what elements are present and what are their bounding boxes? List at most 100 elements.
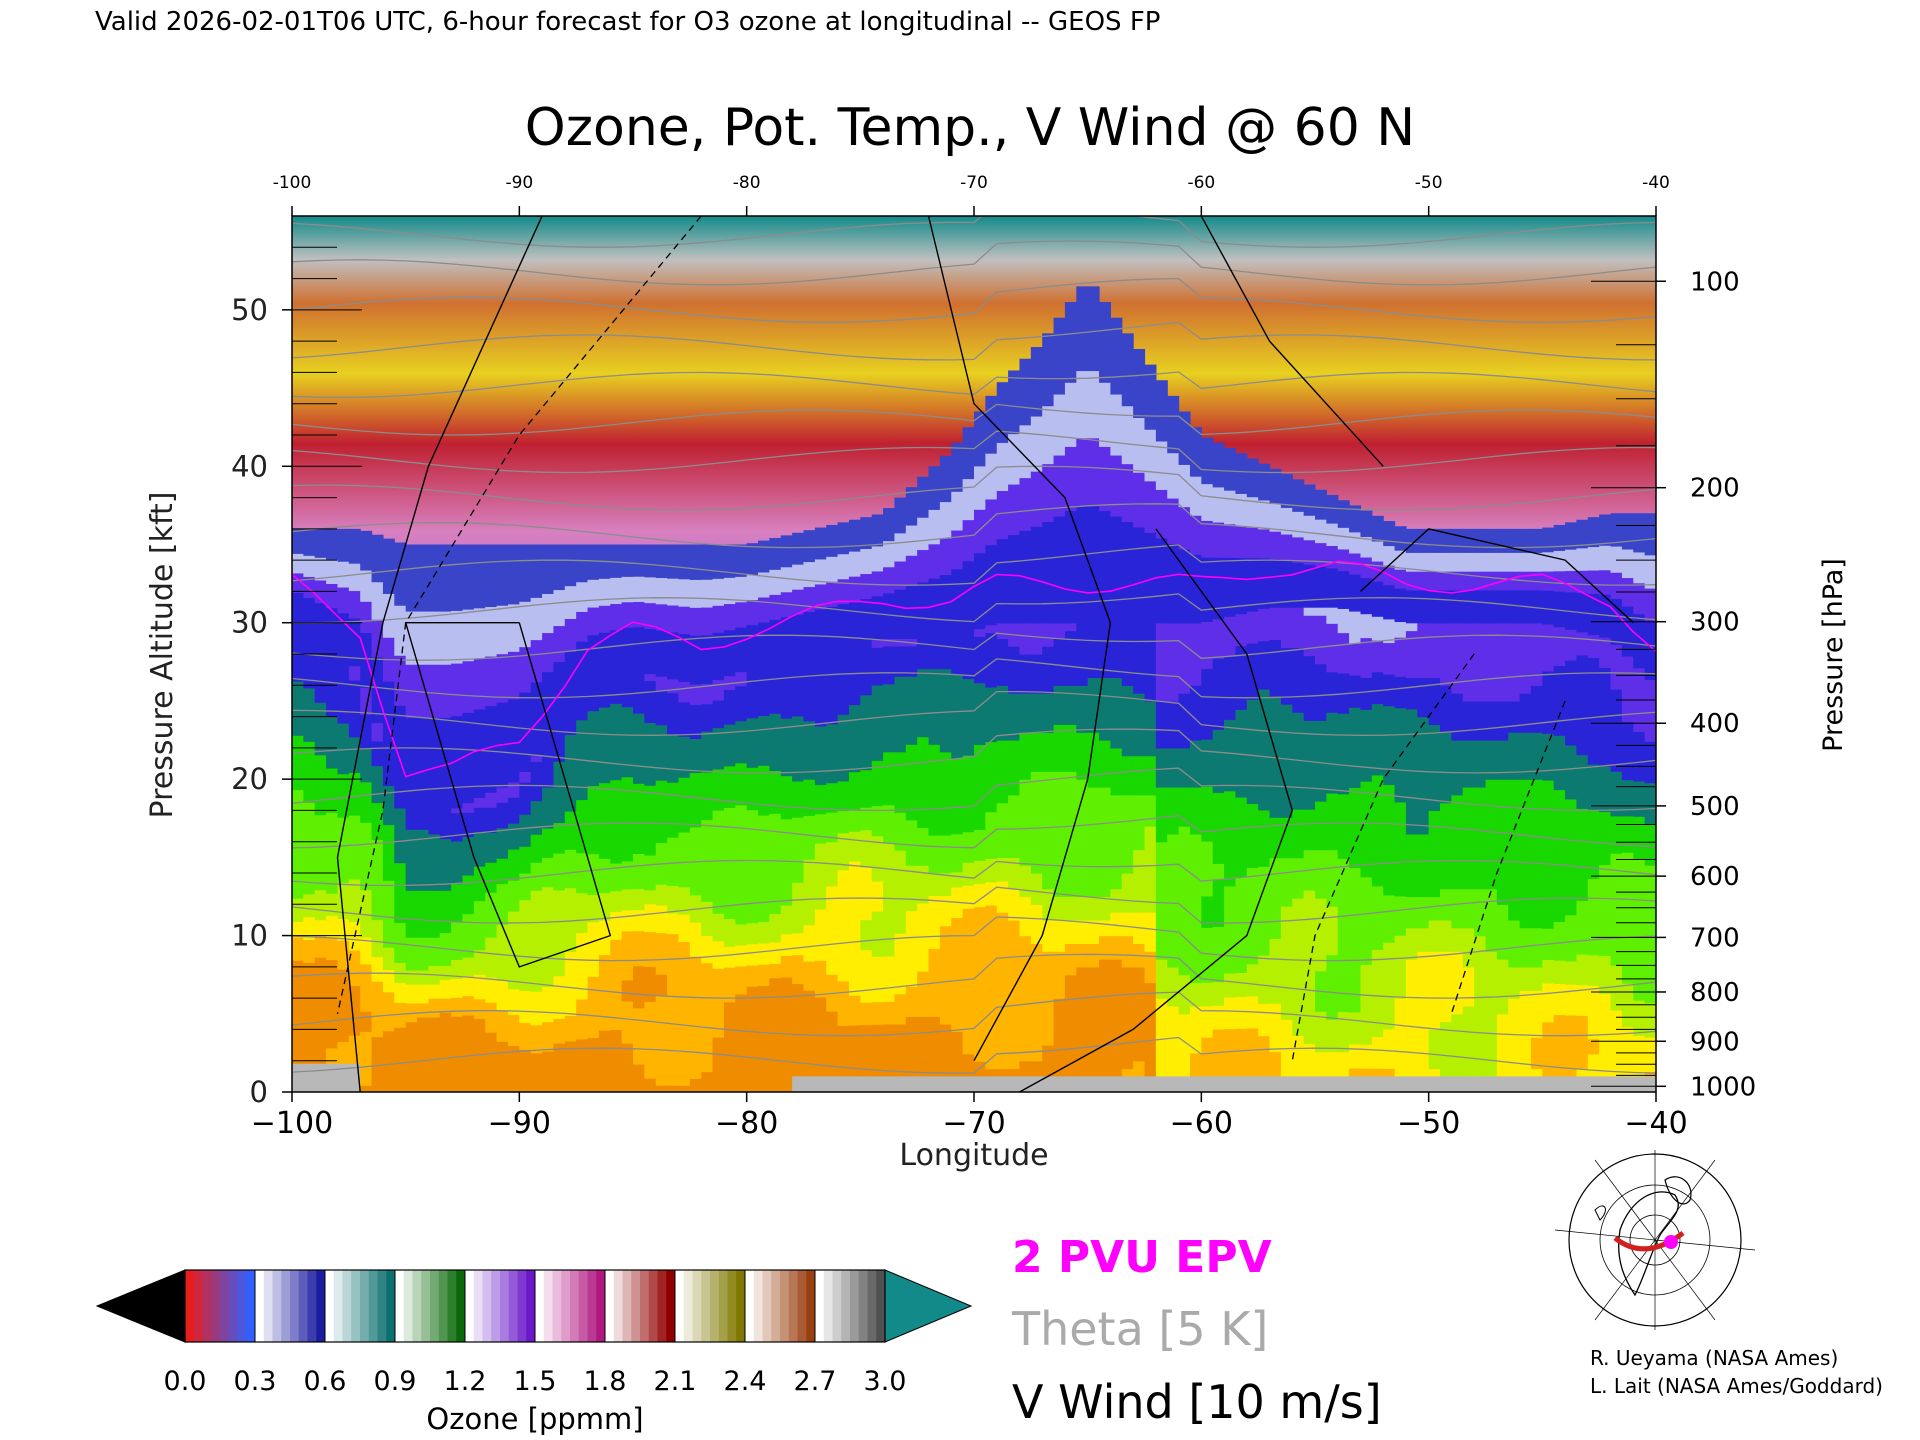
ozone-cell	[462, 807, 475, 813]
ozone-cell	[735, 958, 748, 967]
ozone-cell	[633, 1035, 645, 1044]
ozone-cell	[530, 1002, 543, 1009]
ozone-cell	[667, 1085, 680, 1092]
ozone-cell	[564, 862, 577, 870]
ozone-cell	[1099, 747, 1111, 757]
tropopause-band	[530, 681, 543, 757]
ozone-cell	[360, 687, 373, 695]
ozone-cell	[792, 766, 805, 775]
ozone-cell	[780, 818, 793, 827]
tropopause-band	[746, 543, 759, 576]
ozone-cell	[439, 932, 452, 938]
ozone-cell	[814, 689, 827, 698]
ozone-cell	[1121, 1021, 1134, 1031]
ozone-cell	[292, 828, 304, 837]
ozone-cell	[848, 726, 861, 735]
ozone-cell	[360, 1017, 373, 1026]
tropopause-band	[292, 592, 304, 628]
ozone-cell	[462, 1072, 475, 1079]
tropopause-band	[962, 427, 975, 480]
ozone-cell	[382, 880, 395, 887]
ozone-cell	[996, 927, 1009, 937]
ozone-cell	[928, 668, 941, 677]
ozone-cell	[451, 916, 464, 923]
ozone-cell	[644, 826, 657, 835]
ozone-cell	[758, 942, 770, 951]
ozone-cell	[701, 690, 714, 698]
ozone-cell	[1099, 865, 1111, 874]
ozone-cell	[314, 1047, 327, 1056]
ozone-cell	[689, 1044, 702, 1052]
ozone-cell	[860, 942, 873, 951]
ozone-cell	[814, 733, 827, 742]
ozone-cell	[382, 947, 395, 954]
ozone-cell	[826, 871, 839, 880]
ozone-cell	[917, 1069, 930, 1078]
ozone-cell	[473, 974, 486, 980]
ozone-cell	[1064, 888, 1077, 898]
ozone-cell	[371, 1055, 384, 1062]
ozone-cell	[655, 946, 668, 954]
ozone-cell	[962, 1053, 975, 1062]
ozone-cell	[758, 843, 770, 852]
ozone-cell	[792, 846, 805, 854]
ozone-cell	[780, 732, 793, 741]
ozone-cell	[735, 797, 748, 806]
ozone-cell	[1144, 724, 1157, 733]
ozone-cell	[792, 997, 805, 1006]
ozone-cell	[598, 700, 611, 708]
ozone-cell	[780, 746, 793, 755]
ozone-cell	[1042, 646, 1055, 655]
ozone-cell	[473, 866, 486, 872]
ozone-cell	[1121, 794, 1134, 804]
ozone-cell	[326, 686, 339, 695]
ozone-cell	[860, 739, 873, 748]
ozone-cell	[803, 837, 816, 846]
ozone-cell	[587, 751, 600, 759]
ozone-cell	[462, 937, 475, 944]
ozone-cell	[1121, 630, 1134, 639]
ozone-cell	[553, 1018, 566, 1026]
ozone-cell	[485, 1002, 498, 1008]
tropopause-band	[1076, 505, 1089, 624]
ozone-cell	[633, 874, 645, 883]
ozone-cell	[769, 734, 782, 743]
ozone-cell	[428, 1016, 441, 1023]
ozone-cell	[621, 1021, 634, 1030]
ozone-cell	[894, 933, 907, 942]
ozone-cell	[564, 810, 577, 818]
ozone-cell	[678, 886, 691, 895]
ozone-cell	[848, 875, 861, 884]
ozone-cell	[701, 826, 714, 834]
ozone-cell	[1167, 1068, 1180, 1077]
ozone-cell	[974, 983, 986, 993]
ozone-cell	[1133, 802, 1146, 812]
ozone-cell	[1133, 826, 1146, 835]
ozone-cell	[951, 924, 964, 934]
ozone-cell	[667, 871, 680, 880]
ozone-cell	[689, 799, 702, 807]
ozone-cell	[610, 821, 623, 829]
ozone-cell	[746, 823, 759, 832]
ozone-cell	[553, 938, 566, 946]
ozone-cell	[871, 880, 884, 890]
ozone-cell	[405, 1007, 418, 1013]
ozone-cell	[519, 969, 532, 976]
ozone-cell	[360, 957, 373, 965]
ozone-cell	[292, 773, 304, 783]
ozone-cell	[576, 905, 589, 914]
ozone-cell	[1030, 786, 1043, 796]
ozone-cell	[860, 1009, 873, 1018]
ozone-cell	[587, 778, 600, 787]
ozone-cell	[530, 761, 543, 768]
ozone-cell	[803, 1004, 816, 1013]
ozone-cell	[1133, 998, 1146, 1007]
ozone-cell	[360, 720, 373, 729]
ozone-cell	[1155, 974, 1168, 984]
ozone-cell	[1099, 622, 1111, 632]
ozone-cell	[507, 1076, 520, 1083]
ozone-cell	[326, 841, 339, 850]
ozone-cell	[667, 968, 680, 976]
ozone-cell	[587, 799, 600, 807]
ozone-cell	[348, 907, 361, 915]
